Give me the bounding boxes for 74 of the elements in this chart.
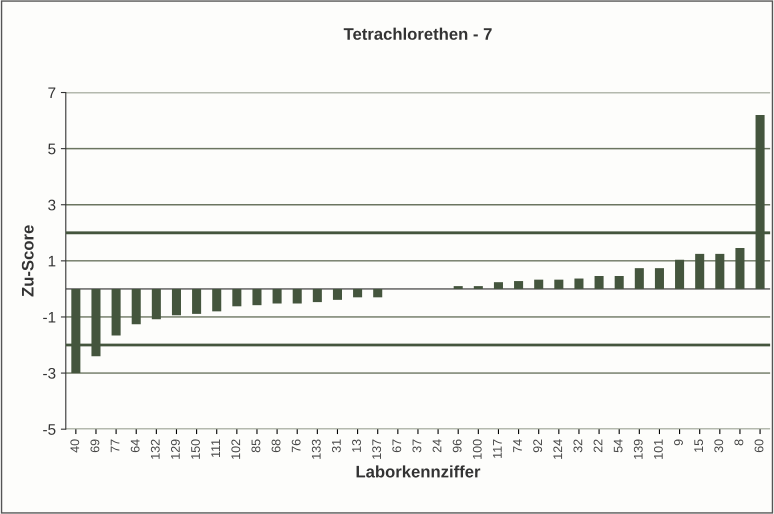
bar xyxy=(574,278,584,289)
x-axis-title: Laborkennziffer xyxy=(356,465,480,478)
bar xyxy=(112,288,121,336)
x-tick-label: 139 xyxy=(634,440,643,459)
y-tick-label: 3 xyxy=(48,200,56,210)
bar xyxy=(494,282,503,289)
x-tick-label: 40 xyxy=(70,439,80,453)
bar xyxy=(454,286,463,289)
y-tick-label: -1 xyxy=(43,312,56,322)
bar xyxy=(634,268,644,289)
x-tick-label: 67 xyxy=(392,440,402,452)
bar xyxy=(252,288,262,306)
bar xyxy=(172,288,181,316)
y-tick-label: 5 xyxy=(48,144,56,154)
x-tick-label: 76 xyxy=(292,439,301,452)
x-tick-label: 15 xyxy=(694,439,704,452)
bar xyxy=(554,280,564,289)
bar xyxy=(353,288,362,298)
bar xyxy=(292,288,302,304)
bar xyxy=(132,288,141,324)
x-tick-label: 137 xyxy=(372,440,382,459)
y-tick-label: 7 xyxy=(48,88,56,98)
bar xyxy=(695,254,704,289)
x-tick-label: 96 xyxy=(452,439,462,452)
x-tick-label: 31 xyxy=(332,440,341,452)
x-tick-label: 117 xyxy=(493,440,502,458)
bar xyxy=(715,254,724,289)
bar xyxy=(192,288,202,314)
bar xyxy=(312,288,322,302)
x-tick-label: 30 xyxy=(714,439,724,452)
x-tick-label: 8 xyxy=(734,439,744,446)
bar xyxy=(332,288,342,300)
x-tick-label: 13 xyxy=(352,439,361,452)
bar xyxy=(735,248,744,289)
x-tick-label: 60 xyxy=(754,439,764,452)
bar xyxy=(594,276,604,289)
x-tick-label: 54 xyxy=(614,439,623,452)
y-axis-title: Zu-Score xyxy=(22,225,34,296)
bar xyxy=(232,288,242,306)
x-tick-label: 69 xyxy=(90,440,100,452)
bar xyxy=(514,281,524,289)
y-tick-label: -3 xyxy=(43,368,56,379)
bar xyxy=(654,268,664,289)
bar xyxy=(152,288,161,320)
x-tick-label: 22 xyxy=(594,440,602,452)
x-tick-label: 24 xyxy=(432,439,442,452)
x-tick-label: 150 xyxy=(191,439,200,459)
x-tick-label: 37 xyxy=(412,440,422,452)
x-tick-label: 101 xyxy=(654,440,663,459)
bar xyxy=(212,288,222,312)
x-tick-label: 102 xyxy=(231,440,240,459)
y-tick-label: -5 xyxy=(43,424,56,435)
bar xyxy=(534,280,544,289)
bar xyxy=(373,288,382,298)
x-tick-label: 68 xyxy=(272,439,280,452)
x-tick-label: 133 xyxy=(312,439,321,459)
x-tick-label: 129 xyxy=(170,440,180,459)
x-tick-label: 132 xyxy=(150,440,160,459)
x-tick-label: 124 xyxy=(553,439,562,459)
x-tick-label: 32 xyxy=(573,440,582,452)
x-tick-label: 100 xyxy=(472,439,482,459)
bar xyxy=(675,260,684,289)
y-tick-label: 1 xyxy=(48,256,56,266)
x-tick-label: 9 xyxy=(674,440,683,446)
x-tick-label: 64 xyxy=(130,439,140,452)
bar xyxy=(474,286,483,289)
x-tick-label: 85 xyxy=(251,439,260,452)
x-tick-label: 74 xyxy=(513,439,522,452)
x-tick-label: 92 xyxy=(533,440,542,452)
x-tick-label: 77 xyxy=(110,440,120,452)
chart-title: Tetrachlorethen - 7 xyxy=(344,28,492,40)
bar xyxy=(614,276,624,289)
bar xyxy=(272,288,282,304)
x-tick-label: 111 xyxy=(211,440,220,457)
